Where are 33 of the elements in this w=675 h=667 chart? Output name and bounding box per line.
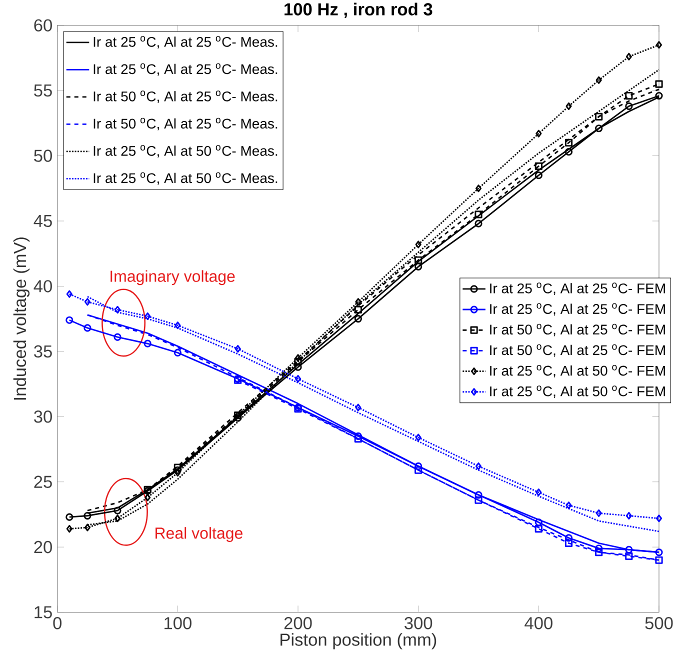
x-tick-label: 0 [53, 617, 62, 630]
legend-label: Ir at 25 $^{o}$C, Al at 25 $^{o}$C- Meas. [94, 36, 278, 49]
x-tick-label: 400 [524, 617, 552, 630]
y-tick-label: 25 [34, 476, 52, 488]
legend-label: Ir at 50 $^{o}$C, Al at 25 $^{o}$C- FEM [490, 324, 665, 336]
y-axis-title: Induced voltage (mV) [13, 238, 30, 400]
legend-label: Ir at 25 $^{o}$C, Al at 25 $^{o}$C- Meas. [94, 63, 278, 76]
legend-label: Ir at 50 $^{o}$C, Al at 25 $^{o}$C- Meas. [94, 118, 278, 130]
legend-label: Ir at 25 $^{o}$C, Al at 50 $^{o}$C- FEM [490, 364, 665, 378]
y-tick-label: 40 [34, 280, 52, 292]
x-axis-title: Piston position (mm) [280, 633, 436, 650]
x-tick-label: 300 [404, 617, 432, 630]
y-tick-label: 20 [34, 540, 52, 554]
y-tick-label: 30 [34, 410, 52, 423]
y-tick-label: 45 [34, 214, 52, 228]
legend-label: Ir at 50 $^{o}$C, Al at 25 $^{o}$C- Meas. [94, 90, 278, 104]
x-tick-label: 200 [284, 617, 312, 630]
chart-title: 100 Hz , iron rod 3 [284, 2, 432, 18]
y-tick-label: 50 [34, 150, 52, 162]
x-tick-label: 100 [164, 617, 192, 630]
y-tick-label: 60 [34, 19, 52, 32]
legend-label: Ir at 25 $^{o}$C, Al at 50 $^{o}$C- Meas. [94, 145, 278, 158]
legend-label: Ir at 25 $^{o}$C, Al at 50 $^{o}$C- FEM [490, 386, 665, 398]
legend-label: Ir at 25 $^{o}$C, Al at 25 $^{o}$C- FEM [490, 303, 665, 316]
legend-label: Ir at 25 $^{o}$C, Al at 50 $^{o}$C- Meas. [94, 172, 278, 185]
x-tick-label: 500 [645, 617, 673, 630]
annotation: Real voltage [156, 527, 242, 542]
legend-label: Ir at 25 $^{o}$C, Al at 25 $^{o}$C- FEM [490, 282, 665, 296]
y-tick-label: 55 [34, 84, 52, 97]
y-tick-label: 35 [34, 345, 52, 358]
annotation: Imaginary voltage [110, 270, 235, 286]
y-tick-label: 15 [34, 606, 52, 618]
legend-label: Ir at 50 $^{o}$C, Al at 25 $^{o}$C- FEM [490, 344, 665, 357]
